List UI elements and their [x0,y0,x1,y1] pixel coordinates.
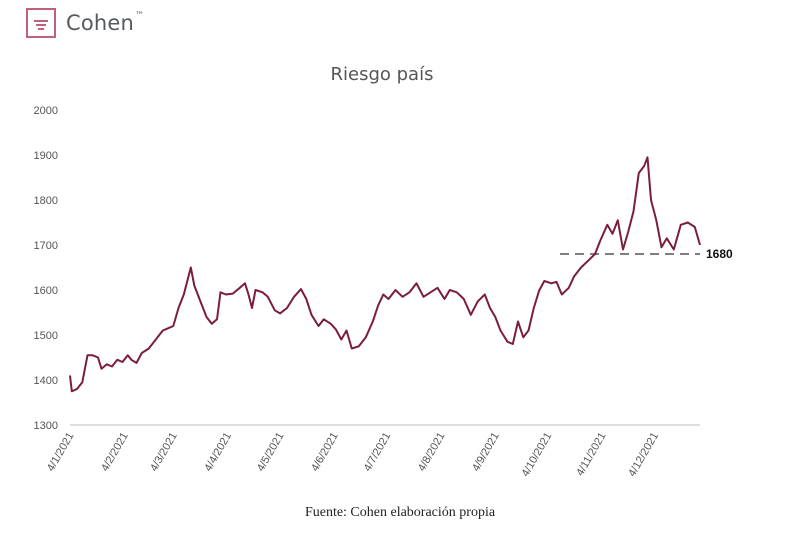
chart-title: Riesgo país [331,64,434,85]
x-tick-label: 4/1/2021 [45,431,77,474]
x-tick-label: 4/6/2021 [309,431,341,474]
x-tick-label: 4/11/2021 [574,431,608,479]
reference-line-group: 1680 [560,247,733,261]
y-axis-tick-labels: 1300 1400 1500 1600 1700 1800 1900 2000 [34,105,58,432]
brand-name: Cohen™ [66,11,145,35]
line-chart: Riesgo país 1300 1400 1500 1600 1700 1800 1900… [34,64,734,479]
y-tick-label: 2000 [34,105,58,117]
y-tick-label: 1800 [34,195,58,207]
y-tick-label: 1500 [34,330,58,342]
x-tick-label: 4/2/2021 [99,431,131,474]
brand-trademark: ™ [135,11,145,21]
x-tick-label: 4/12/2021 [626,431,661,479]
x-tick-label: 4/9/2021 [470,431,502,474]
y-tick-label: 1400 [34,375,58,387]
x-tick-label: 4/4/2021 [202,431,234,474]
y-tick-label: 1900 [34,150,58,162]
x-tick-label: 4/10/2021 [519,431,554,479]
x-tick-label: 4/5/2021 [255,431,287,474]
x-tick-label: 4/7/2021 [362,431,394,474]
x-tick-label: 4/3/2021 [148,431,180,474]
y-tick-label: 1700 [34,240,58,252]
source-note: Fuente: Cohen elaboración propia [304,505,496,520]
brand-logo: Cohen™ [26,8,144,38]
x-tick-label: 4/8/2021 [416,431,448,474]
logo-icon [26,8,56,38]
y-tick-label: 1600 [34,285,58,297]
series-line-riesgo-pais [69,156,701,393]
x-axis-tick-labels: 4/1/2021 4/2/2021 4/3/2021 4/4/2021 4/5/2021… [45,431,661,479]
reference-line-label: 1680 [706,247,733,261]
y-tick-label: 1300 [34,420,58,432]
